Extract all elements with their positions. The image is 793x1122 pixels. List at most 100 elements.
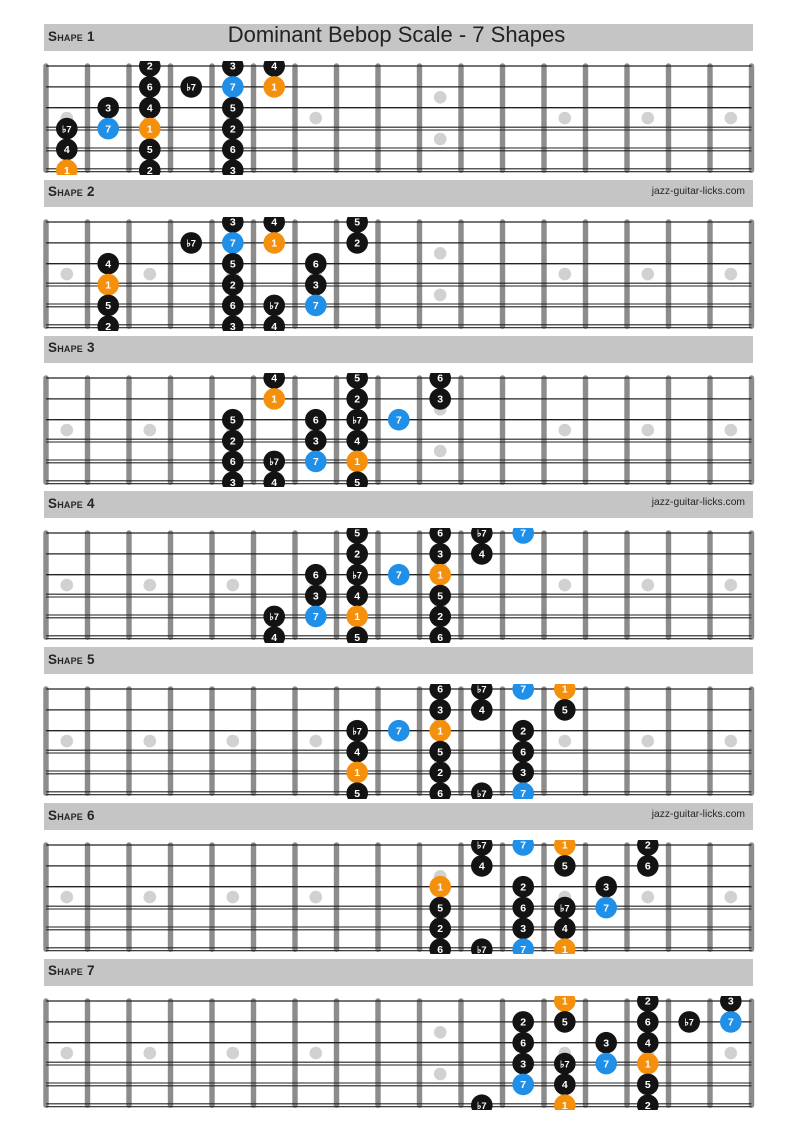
svg-text:6: 6 — [230, 144, 236, 156]
svg-text:♭7: ♭7 — [477, 841, 487, 851]
svg-text:1: 1 — [562, 840, 568, 852]
svg-text:♭7: ♭7 — [477, 1101, 487, 1110]
svg-text:4: 4 — [271, 321, 277, 331]
svg-text:♭7: ♭7 — [477, 789, 487, 798]
svg-text:2: 2 — [520, 1017, 526, 1029]
svg-text:7: 7 — [313, 612, 319, 624]
svg-text:3: 3 — [313, 435, 319, 447]
svg-text:1: 1 — [645, 1058, 651, 1070]
svg-text:2: 2 — [354, 237, 360, 249]
svg-text:♭7: ♭7 — [477, 685, 487, 695]
svg-text:6: 6 — [230, 300, 236, 312]
svg-text:3: 3 — [520, 923, 526, 935]
svg-text:3: 3 — [105, 102, 111, 114]
svg-text:1: 1 — [354, 456, 360, 468]
svg-text:5: 5 — [354, 217, 360, 229]
svg-text:5: 5 — [437, 591, 443, 603]
svg-text:2: 2 — [105, 321, 111, 331]
svg-text:2: 2 — [645, 996, 651, 1008]
svg-text:3: 3 — [230, 217, 236, 229]
svg-text:3: 3 — [230, 321, 236, 331]
svg-text:6: 6 — [437, 684, 443, 696]
svg-text:4: 4 — [271, 61, 277, 73]
svg-text:2: 2 — [645, 1100, 651, 1110]
svg-text:3: 3 — [230, 61, 236, 73]
svg-text:5: 5 — [230, 258, 236, 270]
svg-text:2: 2 — [437, 612, 443, 624]
svg-text:7: 7 — [520, 684, 526, 696]
svg-text:7: 7 — [230, 237, 236, 249]
svg-text:1: 1 — [437, 570, 443, 582]
svg-text:6: 6 — [645, 1017, 651, 1029]
svg-text:7: 7 — [520, 528, 526, 540]
svg-text:7: 7 — [396, 726, 402, 738]
svg-text:3: 3 — [520, 767, 526, 779]
svg-text:4: 4 — [354, 591, 360, 603]
svg-text:7: 7 — [313, 300, 319, 312]
svg-text:7: 7 — [230, 82, 236, 94]
svg-text:2: 2 — [520, 726, 526, 738]
svg-text:2: 2 — [645, 840, 651, 852]
svg-text:1: 1 — [105, 279, 111, 291]
svg-text:♭7: ♭7 — [560, 1059, 570, 1069]
svg-text:1: 1 — [271, 237, 277, 249]
svg-text:7: 7 — [520, 1079, 526, 1091]
svg-text:7: 7 — [105, 123, 111, 135]
svg-text:5: 5 — [230, 414, 236, 426]
svg-text:4: 4 — [479, 861, 485, 873]
svg-text:3: 3 — [437, 393, 443, 405]
svg-text:6: 6 — [520, 902, 526, 914]
svg-text:2: 2 — [354, 393, 360, 405]
svg-text:5: 5 — [230, 102, 236, 114]
svg-text:5: 5 — [105, 300, 111, 312]
svg-text:1: 1 — [271, 393, 277, 405]
svg-text:5: 5 — [147, 144, 153, 156]
svg-text:♭7: ♭7 — [352, 727, 362, 737]
svg-text:3: 3 — [728, 996, 734, 1008]
svg-text:5: 5 — [354, 477, 360, 487]
svg-text:♭7: ♭7 — [186, 238, 196, 248]
svg-text:3: 3 — [437, 549, 443, 561]
svg-text:1: 1 — [271, 82, 277, 94]
svg-text:7: 7 — [520, 944, 526, 954]
svg-text:4: 4 — [105, 258, 111, 270]
svg-text:♭7: ♭7 — [352, 415, 362, 425]
svg-text:5: 5 — [354, 788, 360, 798]
svg-text:4: 4 — [562, 923, 568, 935]
svg-text:6: 6 — [437, 528, 443, 540]
svg-text:3: 3 — [437, 705, 443, 717]
svg-text:6: 6 — [147, 82, 153, 94]
svg-text:6: 6 — [520, 747, 526, 759]
svg-text:3: 3 — [230, 165, 236, 175]
svg-text:♭7: ♭7 — [477, 529, 487, 539]
svg-text:6: 6 — [437, 373, 443, 385]
svg-text:2: 2 — [230, 123, 236, 135]
svg-text:2: 2 — [147, 165, 153, 175]
svg-text:5: 5 — [437, 747, 443, 759]
svg-text:6: 6 — [437, 632, 443, 642]
svg-text:♭7: ♭7 — [269, 301, 279, 311]
svg-text:♭7: ♭7 — [269, 457, 279, 467]
svg-text:6: 6 — [520, 1037, 526, 1049]
svg-text:5: 5 — [562, 705, 568, 717]
svg-text:5: 5 — [562, 1017, 568, 1029]
svg-text:♭7: ♭7 — [560, 903, 570, 913]
svg-text:1: 1 — [562, 996, 568, 1008]
svg-text:3: 3 — [313, 279, 319, 291]
svg-text:7: 7 — [396, 570, 402, 582]
svg-text:4: 4 — [562, 1079, 568, 1091]
svg-text:6: 6 — [645, 861, 651, 873]
svg-text:1: 1 — [562, 684, 568, 696]
svg-text:4: 4 — [64, 144, 70, 156]
svg-text:7: 7 — [520, 840, 526, 852]
svg-text:4: 4 — [354, 747, 360, 759]
svg-text:1: 1 — [64, 165, 70, 175]
svg-text:2: 2 — [230, 435, 236, 447]
svg-text:2: 2 — [147, 61, 153, 73]
svg-text:5: 5 — [645, 1079, 651, 1091]
svg-text:1: 1 — [354, 767, 360, 779]
svg-text:♭7: ♭7 — [269, 613, 279, 623]
svg-text:3: 3 — [520, 1058, 526, 1070]
svg-text:3: 3 — [230, 477, 236, 487]
svg-text:6: 6 — [313, 414, 319, 426]
